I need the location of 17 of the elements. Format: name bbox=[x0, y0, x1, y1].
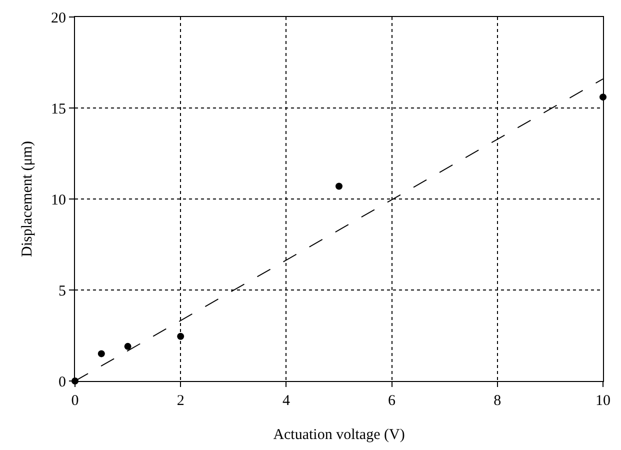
x-tick-label: 0 bbox=[71, 393, 79, 409]
y-tick-label: 20 bbox=[51, 10, 66, 26]
x-axis-title: Actuation voltage (V) bbox=[273, 427, 405, 443]
point bbox=[124, 342, 132, 350]
point bbox=[336, 182, 342, 190]
point bbox=[177, 332, 184, 340]
y-axis-title: Displacement (μm) bbox=[19, 141, 36, 257]
y-tick-label: 15 bbox=[51, 101, 66, 118]
x-tick-label: 8 bbox=[494, 393, 502, 409]
x-tick-label: 6 bbox=[388, 393, 396, 409]
x-tick-label: 4 bbox=[282, 393, 290, 409]
y-tick-label: 0 bbox=[58, 374, 66, 390]
x-tick-label: 2 bbox=[176, 393, 184, 409]
y-tick-label: 10 bbox=[51, 192, 66, 208]
x-tick-label: 10 bbox=[596, 393, 610, 409]
y-tick-label: 5 bbox=[58, 283, 66, 300]
point bbox=[98, 350, 105, 358]
